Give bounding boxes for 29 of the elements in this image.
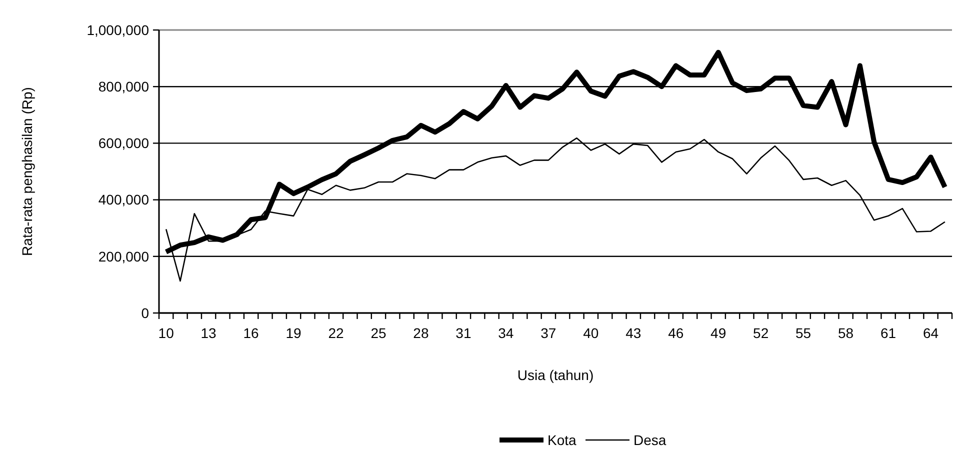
y-tick-label: 400,000 — [98, 192, 150, 208]
y-tick-label: 0 — [141, 304, 150, 321]
x-tick-label: 16 — [243, 325, 260, 341]
x-tick-label: 22 — [328, 325, 344, 341]
y-tick-label: 800,000 — [98, 78, 150, 94]
legend-label: Desa — [634, 432, 666, 448]
x-tick-label: 46 — [668, 325, 684, 341]
y-axis-title: Rata-rata penghasilan (Rp) — [19, 87, 35, 256]
y-tick-label: 200,000 — [98, 248, 150, 264]
x-tick-label: 52 — [753, 325, 769, 341]
x-tick-label: 10 — [158, 325, 174, 341]
legend-label: Kota — [548, 432, 577, 448]
x-tick-label: 31 — [456, 325, 472, 341]
x-tick-label: 34 — [498, 325, 514, 341]
x-tick-label: 28 — [413, 325, 429, 341]
x-tick-label: 55 — [796, 325, 812, 341]
x-tick-label: 25 — [370, 325, 386, 341]
y-tick-label: 600,000 — [98, 135, 150, 152]
x-tick-label: 64 — [922, 325, 939, 341]
x-tick-label: 13 — [200, 325, 217, 341]
x-tick-label: 43 — [626, 325, 642, 341]
x-tick-label: 61 — [880, 325, 896, 341]
y-tick-label: 1,000,000 — [86, 22, 150, 38]
x-tick-label: 40 — [583, 325, 599, 341]
x-tick-label: 49 — [710, 325, 726, 341]
x-axis-title: Usia (tahun) — [517, 367, 594, 383]
x-tick-label: 19 — [286, 325, 302, 341]
x-tick-label: 58 — [838, 325, 854, 341]
x-tick-label: 37 — [540, 325, 556, 341]
